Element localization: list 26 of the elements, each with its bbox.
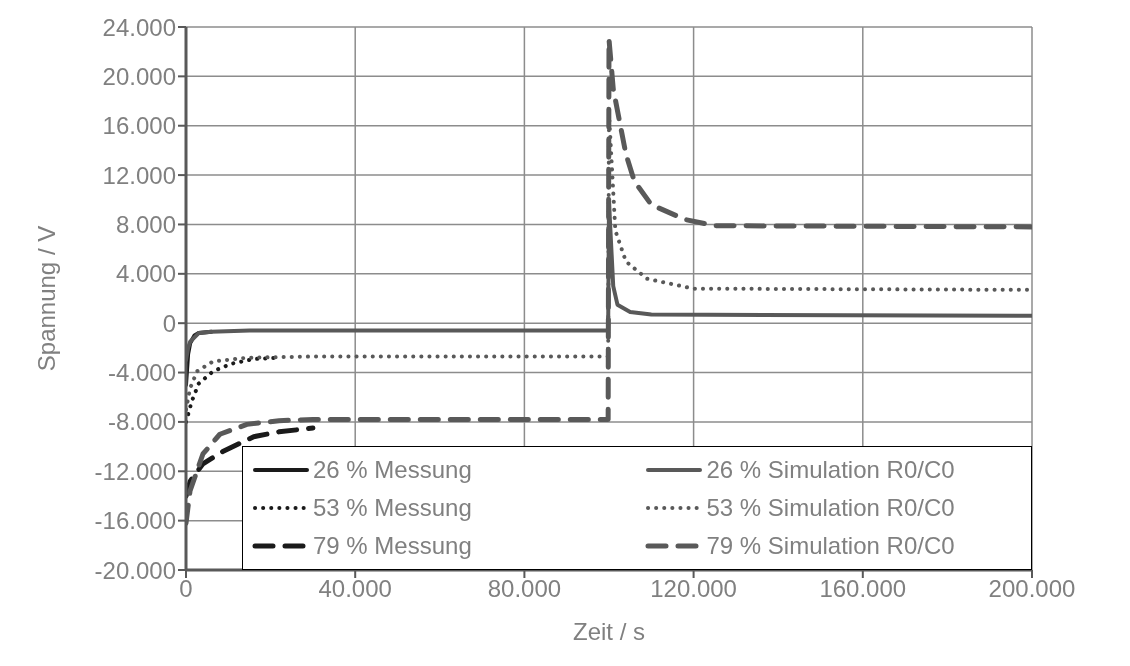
legend-label: 53 % Simulation R0/C0 bbox=[706, 494, 955, 522]
x-tick-label: 0 bbox=[179, 575, 193, 603]
x-tick-label: 80.000 bbox=[487, 575, 562, 603]
y-tick-label: 16.000 bbox=[102, 112, 176, 140]
y-tick-label: 0 bbox=[162, 309, 176, 337]
x-tick-label: 200.000 bbox=[988, 575, 1076, 603]
x-tick-label: 120.000 bbox=[650, 575, 737, 603]
y-tick-label: -4.000 bbox=[107, 359, 176, 387]
legend-label: 79 % Simulation R0/C0 bbox=[706, 532, 955, 560]
y-tick-label: -12.000 bbox=[94, 457, 176, 485]
y-tick-label: -8.000 bbox=[107, 408, 176, 436]
y-tick-label: -20.000 bbox=[94, 556, 176, 584]
legend-label: 26 % Messung bbox=[313, 456, 472, 484]
legend-label: 79 % Messung bbox=[313, 532, 472, 560]
legend-label: 26 % Simulation R0/C0 bbox=[706, 456, 955, 484]
y-tick-label: 4.000 bbox=[115, 260, 176, 288]
x-tick-label: 40.000 bbox=[318, 575, 392, 603]
x-tick-label: 160.000 bbox=[819, 575, 907, 603]
y-tick-label: 20.000 bbox=[102, 62, 176, 90]
y-tick-label: 8.000 bbox=[115, 210, 176, 238]
y-tick-label: 12.000 bbox=[102, 161, 176, 189]
x-axis-title: Zeit / s bbox=[572, 618, 646, 645]
legend-label: 53 % Messung bbox=[313, 494, 472, 522]
y-tick-label: -16.000 bbox=[94, 507, 176, 535]
y-axis-title: Spannung / V bbox=[32, 225, 60, 372]
y-tick-label: 24.000 bbox=[102, 13, 176, 41]
